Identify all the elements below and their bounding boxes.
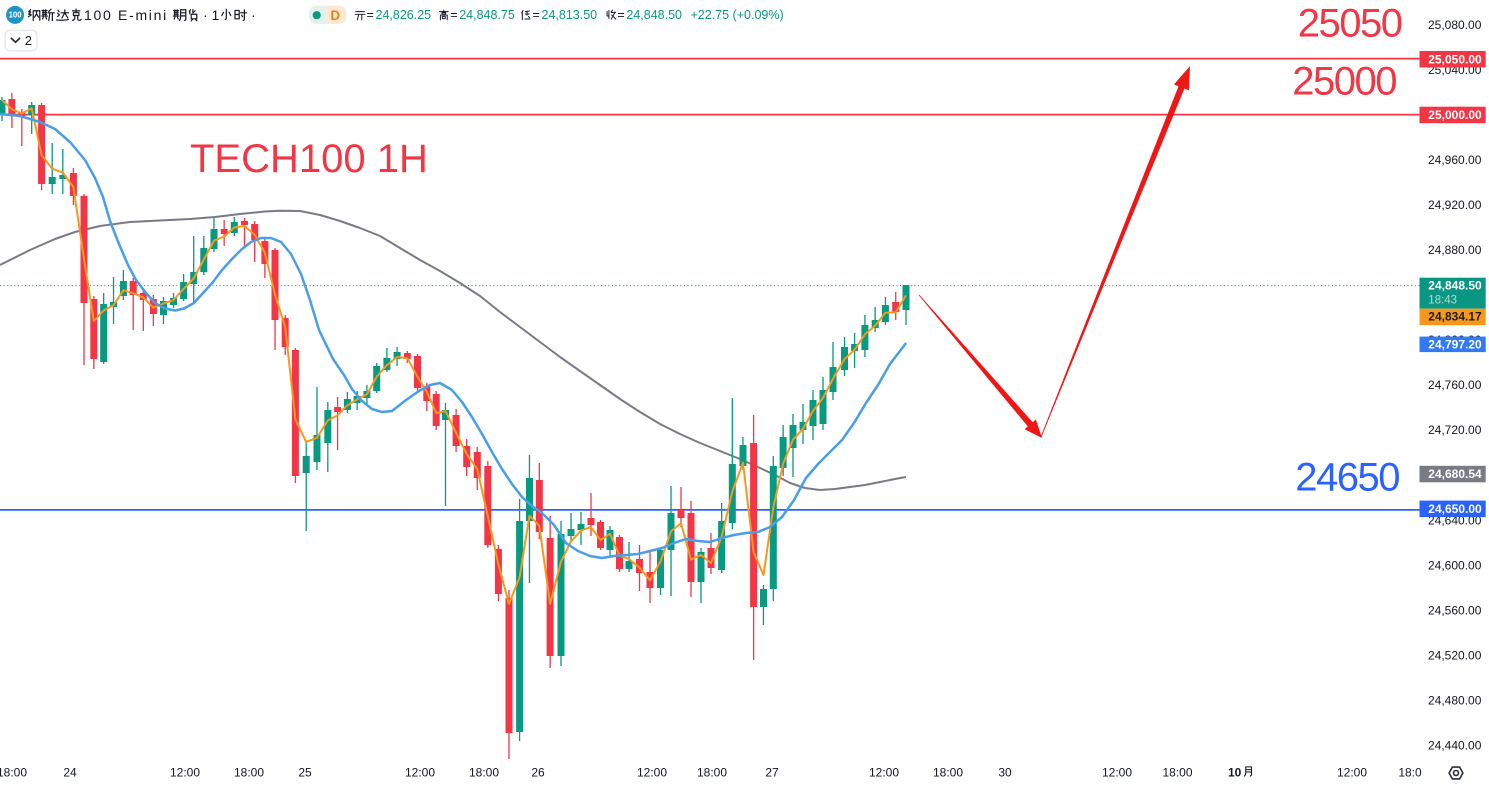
svg-text:18:00: 18:00	[0, 766, 27, 780]
svg-text:18:00: 18:00	[1162, 766, 1192, 780]
svg-text:+22.75 (+0.09%): +22.75 (+0.09%)	[691, 8, 784, 22]
svg-text:24,480.00: 24,480.00	[1428, 693, 1482, 707]
svg-text:24,440.00: 24,440.00	[1428, 738, 1482, 752]
svg-text:18:00: 18:00	[234, 766, 264, 780]
svg-text:100: 100	[9, 11, 23, 20]
svg-text:27: 27	[765, 766, 779, 780]
svg-text:26: 26	[531, 766, 545, 780]
svg-text:·: ·	[251, 7, 256, 23]
svg-text:=: =	[450, 8, 457, 22]
svg-text:24,848.50: 24,848.50	[1428, 279, 1482, 293]
svg-text:D: D	[330, 8, 340, 23]
svg-text:24650: 24650	[1295, 455, 1399, 499]
svg-text:25050: 25050	[1298, 1, 1402, 45]
svg-text:18:00: 18:00	[933, 766, 963, 780]
svg-text:24,520.00: 24,520.00	[1428, 648, 1482, 662]
svg-text:10: 10	[1228, 766, 1242, 780]
svg-text:18:43: 18:43	[1428, 295, 1457, 307]
svg-text:=: =	[367, 8, 374, 22]
svg-text:12:00: 12:00	[637, 766, 667, 780]
svg-text:24,650.00: 24,650.00	[1428, 502, 1482, 516]
svg-text:=: =	[617, 8, 624, 22]
svg-text:24,813.50: 24,813.50	[542, 8, 598, 22]
svg-text:25,000.00: 25,000.00	[1428, 108, 1482, 122]
svg-text:18:0: 18:0	[1398, 766, 1422, 780]
svg-text:24,834.17: 24,834.17	[1428, 309, 1482, 323]
svg-text:24,848.75: 24,848.75	[459, 8, 515, 22]
svg-text:24,880.00: 24,880.00	[1428, 243, 1482, 257]
svg-text:12:00: 12:00	[405, 766, 435, 780]
svg-text:TECH100 1H: TECH100 1H	[190, 137, 428, 181]
svg-text:25,080.00: 25,080.00	[1428, 18, 1482, 32]
svg-text:12:00: 12:00	[1337, 766, 1367, 780]
svg-text:=: =	[533, 8, 540, 22]
svg-text:12:00: 12:00	[869, 766, 899, 780]
svg-text:12:00: 12:00	[1102, 766, 1132, 780]
svg-text:24,760.00: 24,760.00	[1428, 378, 1482, 392]
svg-text:18:00: 18:00	[469, 766, 499, 780]
svg-text:24,826.25: 24,826.25	[376, 8, 432, 22]
svg-text:24,960.00: 24,960.00	[1428, 153, 1482, 167]
svg-text:24,560.00: 24,560.00	[1428, 603, 1482, 617]
svg-text:24,920.00: 24,920.00	[1428, 198, 1482, 212]
svg-text:24,720.00: 24,720.00	[1428, 423, 1482, 437]
svg-text:24,600.00: 24,600.00	[1428, 558, 1482, 572]
svg-text:25,050.00: 25,050.00	[1428, 53, 1482, 67]
svg-text:24,797.20: 24,797.20	[1428, 338, 1482, 352]
svg-text:18:00: 18:00	[697, 766, 727, 780]
svg-text:25000: 25000	[1292, 60, 1396, 104]
svg-text:24,680.54: 24,680.54	[1428, 467, 1482, 481]
svg-text:· 1: · 1	[203, 7, 220, 23]
svg-text:2: 2	[25, 33, 32, 48]
svg-text:25: 25	[298, 766, 312, 780]
svg-text:12:00: 12:00	[170, 766, 200, 780]
svg-text:100 E-mini: 100 E-mini	[84, 7, 168, 23]
svg-text:24: 24	[63, 766, 77, 780]
svg-text:24,848.50: 24,848.50	[626, 8, 682, 22]
svg-text:30: 30	[998, 766, 1012, 780]
